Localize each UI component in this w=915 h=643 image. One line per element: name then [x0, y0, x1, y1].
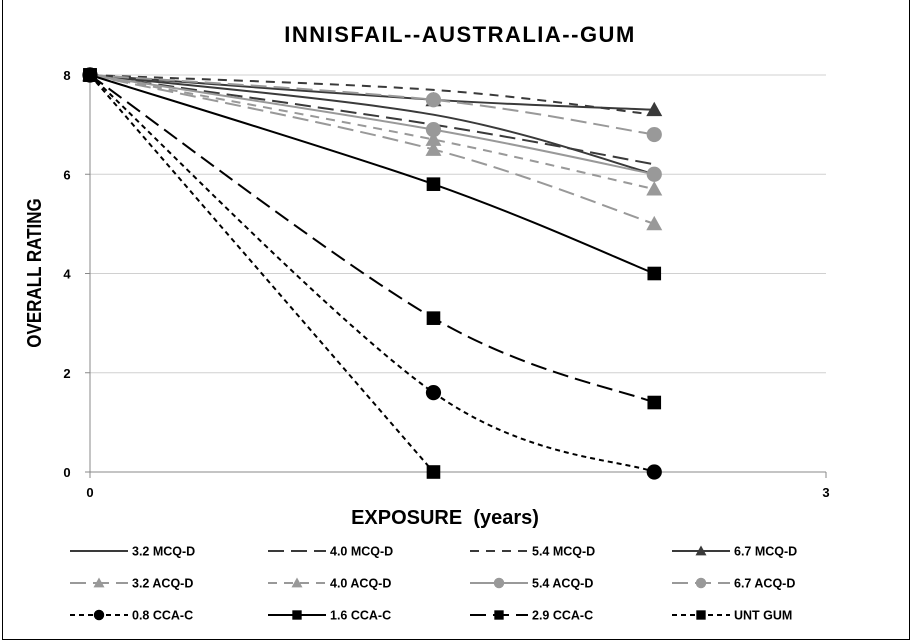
series-line	[89, 74, 655, 225]
y-tick-label: 6	[63, 167, 70, 182]
legend-label: 3.2 MCQ-D	[132, 545, 195, 559]
data-point	[647, 395, 662, 410]
series-line	[89, 74, 435, 473]
data-point	[426, 311, 441, 325]
legend-item: 6.7 ACQ-D	[672, 577, 795, 591]
legend: 3.2 MCQ-D 4.0 MCQ-D 5.4 MCQ-D 6.7 MCQ-D 3.2 …	[70, 545, 797, 623]
data-point	[426, 177, 441, 191]
legend-label: 2.9 CCA-C	[532, 609, 593, 623]
series-line	[89, 74, 655, 191]
series-3-2-mcq-d	[89, 74, 655, 176]
data-point	[646, 464, 662, 480]
legend-label: 5.4 ACQ-D	[532, 577, 593, 591]
legend-marker	[494, 610, 504, 620]
data-point	[83, 68, 97, 82]
legend-item: 4.0 ACQ-D	[268, 577, 391, 591]
series-line	[89, 74, 655, 176]
series-lines	[82, 67, 663, 480]
data-point	[646, 181, 663, 196]
data-point	[646, 126, 662, 143]
legend-item: 2.9 CCA-C	[470, 609, 593, 623]
legend-marker	[695, 545, 707, 556]
legend-marker	[292, 610, 302, 620]
legend-item: 3.2 MCQ-D	[70, 545, 195, 559]
legend-item: 3.2 ACQ-D	[70, 577, 193, 591]
legend-marker	[93, 577, 105, 588]
chart-title: INNISFAIL--AUSTRALIA--GUM	[284, 22, 636, 47]
data-point	[646, 166, 662, 182]
data-point	[646, 101, 663, 117]
legend-marker	[493, 577, 505, 589]
data-point	[426, 465, 441, 479]
data-point	[425, 131, 442, 146]
legend-label: 1.6 CCA-C	[330, 609, 391, 623]
legend-item: 5.4 ACQ-D	[470, 577, 593, 591]
data-point	[646, 215, 663, 231]
legend-label: 6.7 MCQ-D	[734, 545, 797, 559]
legend-marker	[291, 577, 303, 588]
y-tick-label: 4	[63, 267, 71, 282]
series-line	[89, 74, 655, 275]
legend-item: 1.6 CCA-C	[268, 609, 391, 623]
series-5-4-acq-d	[82, 67, 662, 182]
y-axis-label: OVERALL RATING	[23, 198, 46, 347]
legend-label: UNT GUM	[734, 609, 792, 623]
series-line	[89, 74, 655, 116]
legend-item: 6.7 MCQ-D	[672, 545, 797, 559]
data-point	[647, 266, 662, 281]
legend-label: 4.0 MCQ-D	[330, 545, 393, 559]
legend-item: 4.0 MCQ-D	[268, 545, 393, 559]
legend-label: 0.8 CCA-C	[132, 609, 193, 623]
series-line	[89, 74, 655, 473]
y-tick-labels: 0 2 4 6 8	[63, 68, 71, 480]
y-tick-label: 2	[63, 366, 70, 381]
series-line	[89, 74, 655, 166]
series-4-0-mcq-d	[89, 74, 655, 166]
legend-item: 0.8 CCA-C	[70, 609, 193, 623]
legend-item: UNT GUM	[672, 609, 792, 623]
y-tick-label: 0	[63, 465, 70, 480]
legend-label: 6.7 ACQ-D	[734, 577, 795, 591]
data-point	[425, 121, 442, 138]
grid	[90, 74, 826, 374]
legend-label: 5.4 MCQ-D	[532, 545, 595, 559]
legend-label: 3.2 ACQ-D	[132, 577, 193, 591]
x-axis-label: EXPOSURE (years)	[351, 507, 539, 529]
legend-marker	[695, 577, 707, 589]
axes	[85, 74, 827, 478]
y-tick-label: 8	[63, 68, 70, 83]
legend-marker	[93, 609, 105, 621]
series-line	[89, 74, 655, 176]
data-point	[425, 141, 442, 156]
data-point	[425, 92, 442, 108]
series-5-4-mcq-d	[89, 74, 655, 116]
series-line	[89, 74, 655, 404]
legend-item: 5.4 MCQ-D	[470, 545, 595, 559]
series-unt-gum	[83, 68, 441, 479]
x-tick-label: 0	[86, 485, 93, 500]
series-line	[89, 74, 655, 136]
data-point	[425, 385, 442, 401]
x-tick-label: 3	[822, 485, 829, 500]
legend-label: 4.0 ACQ-D	[330, 577, 391, 591]
legend-marker	[696, 610, 706, 620]
